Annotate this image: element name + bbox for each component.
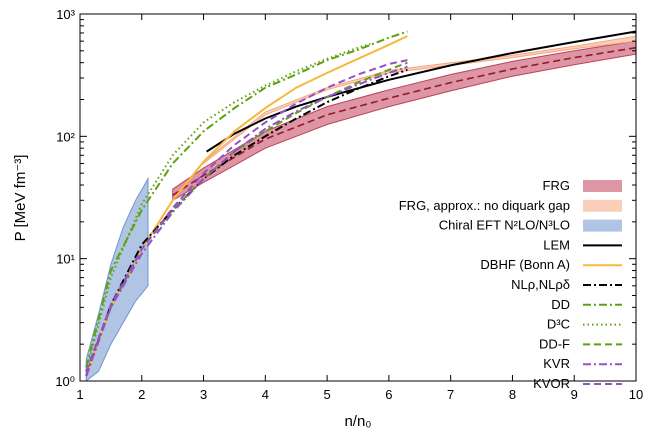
y-tick-label: 10² (56, 129, 75, 144)
series-line-3 (85, 30, 408, 368)
x-tick-label: 9 (571, 387, 578, 402)
y-tick-label: 10¹ (56, 252, 75, 267)
x-tick-label: 4 (262, 387, 269, 402)
series-line-7 (85, 59, 408, 372)
legend-label: DD-F (539, 336, 570, 351)
legend-label: LEM (543, 237, 570, 252)
y-tick-label: 10³ (56, 7, 75, 22)
legend-swatch (583, 199, 622, 212)
legend-label: KVOR (533, 376, 570, 391)
y-tick-label: 10⁰ (55, 374, 75, 389)
legend-label: FRG (543, 178, 570, 193)
band-0 (172, 40, 636, 202)
legend-label: FRG, approx.: no diquark gap (399, 198, 570, 213)
legend-label: DBHF (Bonn A) (480, 257, 570, 272)
x-tick-label: 5 (323, 387, 330, 402)
series-line-4 (85, 42, 371, 372)
legend-label: NLρ,NLρδ (511, 277, 570, 292)
x-tick-label: 6 (385, 387, 392, 402)
legend-label: DD (551, 297, 570, 312)
legend-label: Chiral EFT N²LO/N³LO (439, 218, 570, 233)
series-line-2 (85, 68, 408, 377)
band-1 (203, 35, 636, 165)
x-tick-label: 2 (138, 387, 145, 402)
legend: FRG FRG, approx.: no diquark gap Chiral EF… (399, 178, 622, 391)
x-tick-label: 1 (76, 387, 83, 402)
plot-frame (79, 13, 637, 382)
x-tick-label: 7 (447, 387, 454, 402)
series-lines (85, 30, 636, 377)
series-line-6 (85, 65, 408, 377)
x-tick-label: 3 (200, 387, 207, 402)
axis-ticks: 1 2 3 4 5 6 7 8 9 10 10⁰ 10¹ 10² 10³ (55, 7, 643, 402)
legend-label: D³C (547, 317, 570, 332)
legend-swatch (583, 180, 622, 192)
legend-swatch (583, 219, 622, 232)
x-axis-title: n/n₀ (344, 413, 371, 430)
x-tick-label: 10 (629, 387, 643, 402)
legend-label: KVR (543, 356, 570, 371)
x-tick-label: 8 (509, 387, 516, 402)
y-axis-title: P [MeV fm⁻³] (12, 155, 29, 242)
